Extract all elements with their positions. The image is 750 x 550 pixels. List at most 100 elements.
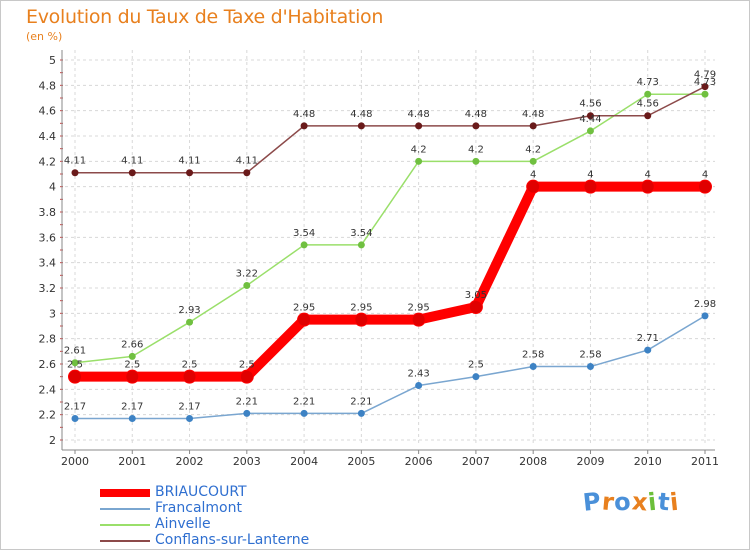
data-point	[415, 122, 423, 130]
logo-letter: P	[581, 487, 604, 517]
logo-letter: i	[668, 487, 681, 517]
data-point	[128, 414, 136, 422]
data-label: 4	[587, 170, 593, 181]
data-label: 4.11	[178, 156, 200, 167]
data-point	[644, 112, 652, 120]
data-point	[297, 312, 312, 327]
legend-swatch	[100, 540, 150, 542]
data-label: 2.95	[408, 303, 430, 314]
data-point	[354, 312, 369, 327]
data-point	[472, 373, 480, 381]
legend-swatch	[100, 508, 150, 510]
y-tick-label: 4.4	[39, 130, 57, 143]
series-line-conflans-sur-lanterne	[74, 85, 706, 174]
data-point	[529, 122, 537, 130]
x-tick-label: 2004	[290, 455, 318, 468]
legend-swatch	[100, 524, 150, 526]
data-point	[243, 409, 251, 417]
y-tick-label: 3	[49, 307, 56, 320]
data-label: 2.5	[468, 360, 484, 371]
data-label: 2.5	[182, 360, 198, 371]
data-label: 2.95	[293, 303, 315, 314]
data-point	[472, 122, 480, 130]
data-label: 4.11	[121, 156, 143, 167]
y-tick-label: 3.6	[39, 231, 57, 244]
data-label: 4.56	[579, 99, 601, 110]
data-label: 2.43	[408, 369, 430, 380]
y-tick-label: 5	[49, 54, 56, 67]
data-point	[243, 281, 251, 289]
data-label: 4.11	[64, 156, 86, 167]
data-label: 4.73	[694, 77, 716, 88]
x-tick-label: 2010	[634, 455, 662, 468]
legend-label: Ainvelle	[155, 516, 211, 532]
y-tick-label: 4.6	[39, 105, 57, 118]
data-labels: 2.17 2.17 2.17 2.21 2.21 2.21 2.43 2.5 2.58 2.58 2…	[64, 70, 716, 413]
data-label: 4.48	[408, 109, 430, 120]
data-label: 2.5	[239, 360, 255, 371]
data-point	[586, 112, 594, 120]
y-tick-label: 2	[49, 434, 56, 447]
x-tick-label: 2001	[118, 455, 146, 468]
data-point	[182, 369, 197, 384]
data-label: 4.48	[293, 109, 315, 120]
data-point	[125, 369, 140, 384]
data-point	[701, 83, 709, 91]
y-tick-label: 2.4	[39, 383, 57, 396]
data-point	[468, 300, 483, 314]
data-label: 4.11	[236, 156, 258, 167]
data-label: 4	[530, 170, 536, 181]
proxiti-logo: Proxiti	[581, 487, 681, 517]
x-tick-label: 2007	[462, 455, 490, 468]
axes: 2 2.2 2.4 2.6 2.8 3 3.2 3.4 3.6 3.8 4 4.2 4.4 4.6 4.8 5…	[39, 50, 719, 468]
data-point	[644, 90, 652, 98]
data-label: 2.5	[67, 360, 83, 371]
data-point	[640, 179, 655, 194]
data-point	[186, 318, 194, 326]
data-label: 2.21	[293, 396, 315, 407]
data-point	[586, 363, 594, 371]
data-label: 2.21	[236, 396, 258, 407]
legend-label: BRIAUCOURT	[155, 484, 247, 500]
data-point	[586, 127, 594, 135]
data-point	[357, 122, 365, 130]
chart-subtitle: (en %)	[26, 30, 63, 43]
data-label: 2.17	[178, 401, 200, 412]
series-layer	[68, 83, 712, 422]
data-point	[239, 369, 254, 384]
data-label: 2.95	[350, 303, 372, 314]
data-label: 2.58	[579, 350, 601, 361]
data-point	[71, 359, 79, 367]
data-label: 3.54	[293, 228, 315, 239]
data-label: 4.2	[525, 144, 541, 155]
y-tick-label: 3.2	[39, 282, 57, 295]
data-point	[529, 363, 537, 371]
series-line-francalmont	[74, 315, 706, 420]
data-point	[701, 90, 709, 98]
data-point	[415, 157, 423, 165]
data-point	[128, 352, 136, 360]
data-label: 2.17	[64, 401, 86, 412]
series-line-briaucourt	[70, 181, 710, 382]
data-label: 3.54	[350, 228, 372, 239]
data-label: 2.21	[350, 396, 372, 407]
data-point	[128, 169, 136, 177]
data-label: 2.66	[121, 339, 143, 350]
data-point	[300, 409, 308, 417]
data-label: 2.93	[178, 305, 200, 316]
data-point	[68, 369, 82, 384]
data-label: 3.22	[236, 268, 258, 279]
data-point	[71, 414, 79, 422]
y-tick-label: 4.8	[39, 79, 57, 92]
data-label: 4.56	[637, 99, 659, 110]
x-tick-label: 2002	[176, 455, 204, 468]
data-label: 4.44	[579, 114, 601, 125]
y-tick-label: 3.4	[39, 257, 57, 270]
y-tick-label: 4	[49, 181, 56, 194]
data-label: 2.98	[694, 299, 716, 310]
data-label: 4.48	[465, 109, 487, 120]
data-label: 3.05	[465, 290, 487, 301]
data-label: 4.73	[637, 77, 659, 88]
x-tick-label: 2011	[691, 455, 719, 468]
